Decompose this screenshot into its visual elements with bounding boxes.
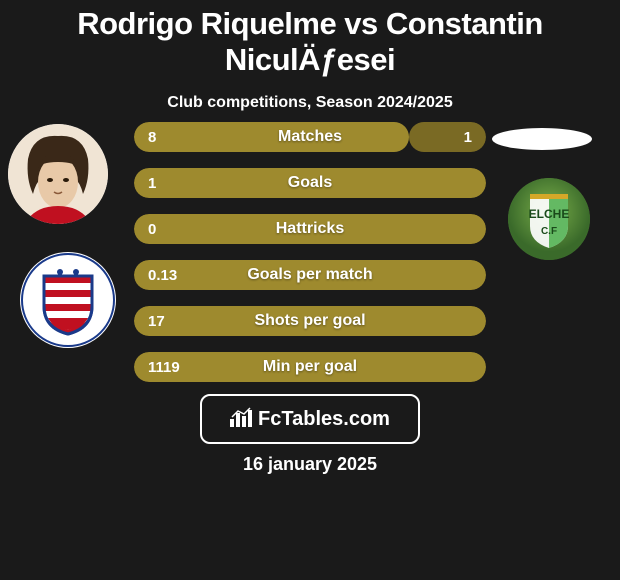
- subtitle: Club competitions, Season 2024/2025: [0, 94, 620, 112]
- stat-bar: 1Goals: [134, 168, 486, 198]
- player1-avatar: [8, 124, 108, 224]
- stat-bar: 0Hattricks: [134, 214, 486, 244]
- stat-label: Hattricks: [134, 214, 486, 244]
- stat-bar: 81Matches: [134, 122, 486, 152]
- stat-bar: 1119Min per goal: [134, 352, 486, 382]
- svg-text:ELCHE: ELCHE: [529, 207, 570, 221]
- stat-bars: 81Matches 1Goals 0Hattricks 0.13Goals per m…: [134, 122, 486, 398]
- svg-text:C.F: C.F: [541, 226, 557, 237]
- date-label: 16 january 2025: [0, 454, 620, 475]
- player2-club-badge: ELCHE C.F: [508, 178, 590, 260]
- stat-label: Shots per goal: [134, 306, 486, 336]
- stat-label: Goals: [134, 168, 486, 198]
- brand-badge: FcTables.com: [200, 394, 420, 444]
- page-title: Rodrigo Riquelme vs Constantin NiculÄƒes…: [0, 0, 620, 78]
- stat-bar: 0.13Goals per match: [134, 260, 486, 290]
- player1-club-badge: [20, 252, 116, 348]
- comparison-container: Rodrigo Riquelme vs Constantin NiculÄƒes…: [0, 0, 620, 580]
- stat-bar: 17Shots per goal: [134, 306, 486, 336]
- chart-icon: [230, 407, 252, 432]
- stat-label: Matches: [134, 122, 486, 152]
- stat-label: Goals per match: [134, 260, 486, 290]
- brand-text: FcTables.com: [258, 408, 390, 431]
- stat-label: Min per goal: [134, 352, 486, 382]
- player2-avatar-placeholder: [492, 128, 592, 150]
